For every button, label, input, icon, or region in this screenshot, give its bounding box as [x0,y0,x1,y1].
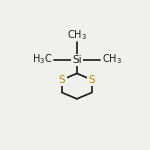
Text: CH$_3$: CH$_3$ [67,28,87,42]
Text: H$_3$C: H$_3$C [32,53,52,66]
Text: Si: Si [72,55,82,65]
Text: CH$_3$: CH$_3$ [102,53,122,66]
Text: S: S [88,75,95,85]
Text: S: S [58,75,65,85]
